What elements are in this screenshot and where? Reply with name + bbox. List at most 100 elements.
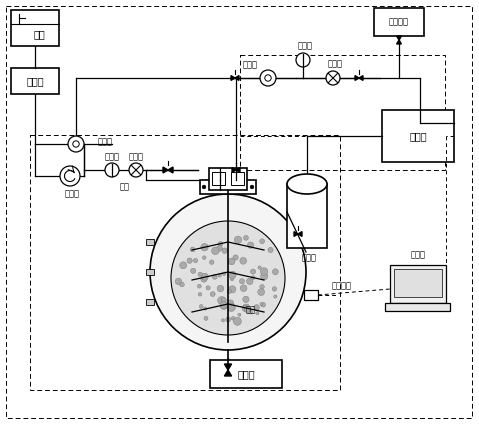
Polygon shape bbox=[298, 232, 302, 237]
Circle shape bbox=[227, 289, 231, 293]
Circle shape bbox=[217, 296, 226, 304]
Circle shape bbox=[222, 248, 228, 254]
Circle shape bbox=[222, 272, 226, 276]
Polygon shape bbox=[224, 364, 232, 370]
Bar bbox=[11, 10, 59, 46]
Circle shape bbox=[247, 278, 253, 285]
Circle shape bbox=[180, 262, 187, 269]
Circle shape bbox=[199, 304, 203, 308]
Polygon shape bbox=[397, 36, 401, 40]
Text: 端盖: 端盖 bbox=[120, 182, 130, 192]
Circle shape bbox=[228, 258, 235, 265]
Circle shape bbox=[210, 292, 215, 296]
Circle shape bbox=[175, 278, 182, 285]
Bar bbox=[200, 180, 256, 194]
Circle shape bbox=[68, 136, 84, 152]
Circle shape bbox=[209, 260, 214, 265]
Circle shape bbox=[204, 307, 207, 310]
Circle shape bbox=[244, 307, 251, 312]
Text: 海水: 海水 bbox=[33, 29, 45, 39]
Circle shape bbox=[326, 71, 340, 85]
Circle shape bbox=[220, 301, 228, 309]
Circle shape bbox=[260, 302, 263, 306]
Text: 观测设备: 观测设备 bbox=[332, 282, 352, 290]
Circle shape bbox=[240, 257, 247, 264]
Bar bbox=[240, 55, 445, 170]
Bar bbox=[374, 8, 424, 36]
Circle shape bbox=[243, 296, 249, 302]
Polygon shape bbox=[163, 167, 168, 173]
Circle shape bbox=[260, 285, 264, 289]
Polygon shape bbox=[168, 167, 173, 173]
Text: 压力表: 压力表 bbox=[128, 153, 144, 162]
Circle shape bbox=[248, 242, 254, 248]
Circle shape bbox=[171, 221, 285, 335]
Circle shape bbox=[251, 276, 255, 279]
Circle shape bbox=[249, 310, 253, 314]
Circle shape bbox=[198, 293, 202, 296]
Bar bbox=[304, 290, 318, 300]
Circle shape bbox=[198, 272, 203, 276]
Circle shape bbox=[240, 279, 244, 284]
Circle shape bbox=[238, 313, 241, 316]
Circle shape bbox=[180, 282, 184, 287]
Bar bbox=[382, 110, 454, 162]
Circle shape bbox=[212, 185, 216, 189]
Circle shape bbox=[201, 276, 207, 282]
Circle shape bbox=[242, 304, 250, 312]
Text: 压力表: 压力表 bbox=[328, 59, 342, 69]
Circle shape bbox=[273, 269, 278, 275]
Circle shape bbox=[212, 247, 219, 254]
Polygon shape bbox=[236, 167, 240, 173]
Circle shape bbox=[202, 185, 206, 189]
Polygon shape bbox=[231, 75, 235, 81]
Circle shape bbox=[296, 53, 310, 67]
Polygon shape bbox=[359, 75, 363, 81]
Bar bbox=[210, 360, 282, 388]
Text: 计算机: 计算机 bbox=[411, 251, 425, 259]
Text: 废料罐: 废料罐 bbox=[237, 369, 255, 379]
Circle shape bbox=[250, 185, 254, 189]
Ellipse shape bbox=[287, 174, 327, 194]
Circle shape bbox=[221, 185, 225, 189]
Bar bbox=[146, 299, 154, 305]
Circle shape bbox=[240, 285, 247, 292]
Bar bbox=[209, 168, 247, 190]
Text: 流量计: 流量计 bbox=[242, 61, 258, 70]
Bar bbox=[385, 303, 450, 311]
Circle shape bbox=[204, 316, 208, 321]
Circle shape bbox=[260, 70, 276, 86]
Circle shape bbox=[229, 286, 236, 293]
Text: 海水泵: 海水泵 bbox=[65, 190, 80, 198]
Circle shape bbox=[231, 316, 235, 320]
Polygon shape bbox=[294, 232, 298, 237]
Circle shape bbox=[220, 302, 228, 310]
Circle shape bbox=[226, 317, 231, 322]
Circle shape bbox=[261, 273, 268, 280]
Circle shape bbox=[233, 255, 238, 260]
Circle shape bbox=[258, 266, 261, 269]
Circle shape bbox=[190, 247, 195, 252]
Text: 制冷机: 制冷机 bbox=[26, 76, 44, 86]
Circle shape bbox=[60, 166, 80, 186]
Polygon shape bbox=[235, 75, 239, 81]
Polygon shape bbox=[355, 75, 359, 81]
Circle shape bbox=[272, 287, 277, 291]
Bar bbox=[390, 265, 446, 303]
Bar bbox=[394, 269, 442, 297]
Circle shape bbox=[217, 285, 224, 292]
Circle shape bbox=[231, 185, 235, 189]
Circle shape bbox=[201, 273, 208, 280]
Circle shape bbox=[227, 300, 234, 306]
Text: 集气罐: 集气罐 bbox=[301, 254, 317, 262]
Circle shape bbox=[221, 319, 225, 322]
Circle shape bbox=[187, 258, 192, 263]
Circle shape bbox=[254, 305, 260, 310]
Circle shape bbox=[217, 245, 222, 251]
Circle shape bbox=[73, 141, 79, 147]
Circle shape bbox=[274, 295, 277, 298]
Circle shape bbox=[197, 284, 201, 288]
Polygon shape bbox=[397, 40, 401, 44]
Circle shape bbox=[258, 289, 264, 296]
Circle shape bbox=[236, 320, 240, 324]
